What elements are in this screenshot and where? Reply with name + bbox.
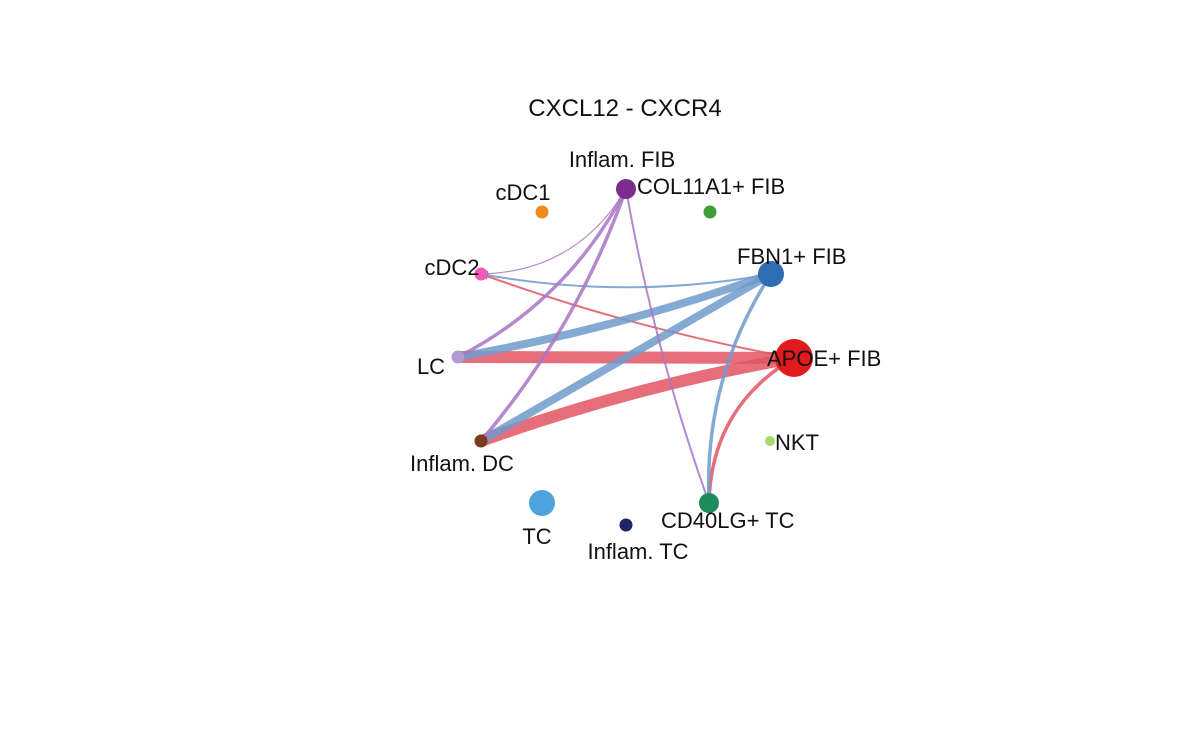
node-label-apoe-fib: APOE+ FIB — [767, 346, 881, 371]
node-inflam-fib — [616, 179, 636, 199]
node-inflam-tc — [619, 518, 633, 532]
node-label-col11a1-fib: COL11A1+ FIB — [637, 174, 785, 199]
edges-layer — [457, 188, 796, 504]
edge-fbn1_fib-to-cd40lg_tc — [705, 273, 773, 504]
node-tc — [529, 490, 555, 516]
node-lc — [451, 350, 465, 364]
node-label-inflam-dc: Inflam. DC — [410, 451, 514, 476]
edge-inflam_fib-to-cd40lg_tc — [625, 188, 710, 504]
edge-inflam_fib-to-cdc2 — [480, 188, 627, 278]
edge-fbn1_fib-to-inflam_dc — [479, 270, 773, 445]
node-label-fbn1-fib: FBN1+ FIB — [737, 244, 846, 269]
node-inflam-dc — [474, 434, 488, 448]
node-nkt — [765, 436, 775, 446]
node-fbn1-fib — [758, 261, 784, 287]
edge-apoe_fib-to-inflam_dc — [478, 352, 796, 447]
node-label-cdc2: cDC2 — [424, 255, 479, 280]
edge-fbn1_fib-to-lc — [457, 270, 773, 361]
node-label-inflam-tc: Inflam. TC — [587, 539, 688, 564]
node-label-cdc1: cDC1 — [495, 180, 550, 205]
node-label-lc: LC — [417, 354, 445, 379]
edge-apoe_fib-to-cdc2 — [480, 273, 795, 359]
nodes-layer — [451, 179, 813, 532]
node-label-nkt: NKT — [775, 430, 819, 455]
node-label-tc: TC — [522, 524, 551, 549]
edge-apoe_fib-to-cd40lg_tc — [705, 356, 795, 504]
node-label-cd40lg-tc: CD40LG+ TC — [661, 508, 795, 533]
node-cd40lg-tc — [699, 493, 719, 513]
node-cdc1 — [535, 205, 549, 219]
node-apoe-fib — [775, 339, 813, 377]
node-col11a1-fib — [703, 205, 717, 219]
edge-fbn1_fib-to-cdc2 — [480, 272, 772, 289]
edge-inflam_fib-to-lc — [457, 188, 628, 359]
node-cdc2 — [474, 267, 488, 281]
diagram-title: CXCL12 - CXCR4 — [528, 95, 721, 122]
edge-inflam_fib-to-inflam_dc — [479, 188, 628, 443]
node-label-inflam-fib: Inflam. FIB — [569, 147, 675, 172]
